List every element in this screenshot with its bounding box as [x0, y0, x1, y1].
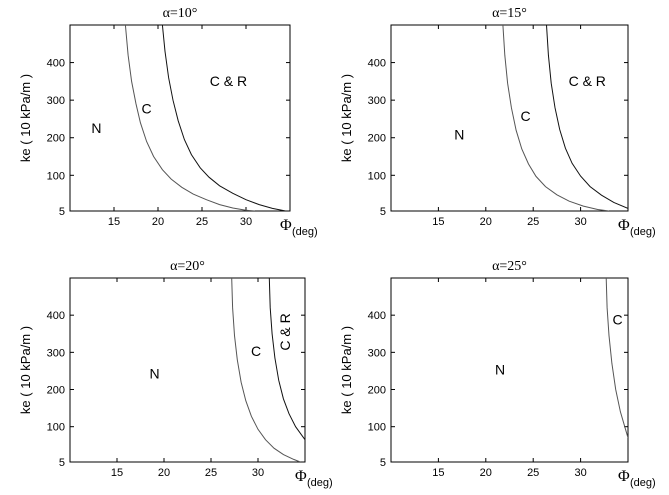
region-label: C & R — [210, 73, 247, 89]
region-label: N — [454, 127, 464, 143]
x-tick-label: 15 — [108, 216, 120, 228]
x-tick-label: 25 — [196, 216, 208, 228]
x-axis-label-unit: (deg) — [630, 477, 656, 489]
y-tick-label: 300 — [47, 347, 65, 359]
axes-frame — [390, 277, 629, 463]
boundary-curve-1 — [124, 25, 255, 211]
subplot-title: α=25° — [492, 259, 527, 274]
boundary-curve-2 — [546, 25, 628, 209]
subplot-2: α=15° 15 20 25 30 5 100 200 300 400 ke ( 10 kPa/m … — [339, 6, 656, 238]
x-tick-label: 15 — [432, 467, 444, 479]
region-label: N — [495, 362, 505, 378]
x-tick-label: 30 — [240, 216, 252, 228]
x-axis-label-unit: (deg) — [307, 477, 333, 489]
y-tick-label: 100 — [368, 170, 386, 182]
x-tick-label: 30 — [252, 467, 264, 479]
y-tick-label: 100 — [368, 422, 386, 434]
y-tick-label: 5 — [380, 206, 386, 218]
boundary-curve-1 — [605, 278, 628, 438]
x-tick-label: 20 — [480, 216, 492, 228]
x-axis-label-unit: (deg) — [630, 226, 656, 238]
y-axis-label: ke ( 10 kPa/m ) — [18, 74, 33, 162]
subplot-title: α=20° — [170, 259, 205, 274]
x-tick-label: 25 — [205, 467, 217, 479]
y-tick-label: 5 — [59, 206, 65, 218]
x-axis-label: Φ — [295, 468, 307, 485]
axes-frame — [69, 277, 306, 463]
x-tick-label: 30 — [574, 467, 586, 479]
y-axis-label: ke ( 10 kPa/m ) — [339, 326, 354, 414]
y-tick-label: 300 — [47, 95, 65, 107]
y-tick-label: 400 — [47, 58, 65, 70]
y-tick-label: 400 — [368, 58, 386, 70]
region-label: N — [91, 120, 101, 136]
x-tick-label: 15 — [432, 216, 444, 228]
region-label: C & R — [569, 73, 606, 89]
subplot-title: α=15° — [492, 6, 527, 21]
boundary-curve-2 — [161, 25, 286, 211]
y-tick-label: 5 — [380, 457, 386, 469]
x-axis-label-unit: (deg) — [292, 226, 318, 238]
axes-frame — [69, 24, 291, 212]
axes-frame — [390, 24, 629, 212]
region-label: C — [251, 343, 261, 359]
y-tick-label: 400 — [47, 310, 65, 322]
y-tick-label: 200 — [47, 133, 65, 145]
x-tick-label: 20 — [480, 467, 492, 479]
region-label: C & R — [277, 313, 293, 350]
region-label: C — [521, 108, 531, 124]
y-tick-label: 200 — [368, 385, 386, 397]
y-tick-label: 5 — [59, 457, 65, 469]
x-axis-label: Φ — [618, 217, 630, 234]
subplot-3: α=20° 15 20 25 30 5 100 200 300 400 ke ( 10 kPa/m … — [18, 259, 333, 489]
region-label: N — [150, 365, 160, 381]
region-label: C — [141, 100, 151, 116]
x-tick-label: 30 — [574, 216, 586, 228]
y-tick-label: 300 — [368, 347, 386, 359]
x-axis-label: Φ — [280, 217, 292, 234]
x-tick-label: 20 — [152, 216, 164, 228]
subplot-title: α=10° — [163, 6, 198, 21]
y-tick-label: 300 — [368, 95, 386, 107]
y-tick-label: 100 — [47, 422, 65, 434]
region-label: C — [613, 311, 623, 327]
subplot-1: α=10° 15 20 25 30 5 100 200 300 400 ke ( 10 kPa/m … — [18, 6, 318, 238]
x-tick-label: 25 — [527, 216, 539, 228]
y-tick-label: 100 — [47, 170, 65, 182]
x-tick-label: 20 — [158, 467, 170, 479]
subplot-4: α=25° 15 20 25 30 5 100 200 300 400 ke ( 10 kPa/m … — [339, 259, 656, 489]
boundary-curve-1 — [502, 25, 610, 211]
y-tick-label: 400 — [368, 310, 386, 322]
x-tick-label: 15 — [111, 467, 123, 479]
y-tick-label: 200 — [47, 385, 65, 397]
boundary-curve-1 — [231, 278, 301, 462]
y-axis-label: ke ( 10 kPa/m ) — [339, 74, 354, 162]
y-tick-label: 200 — [368, 133, 386, 145]
x-tick-label: 25 — [527, 467, 539, 479]
y-axis-label: ke ( 10 kPa/m ) — [18, 326, 33, 414]
x-axis-label: Φ — [618, 468, 630, 485]
boundary-curve-2 — [268, 278, 305, 440]
